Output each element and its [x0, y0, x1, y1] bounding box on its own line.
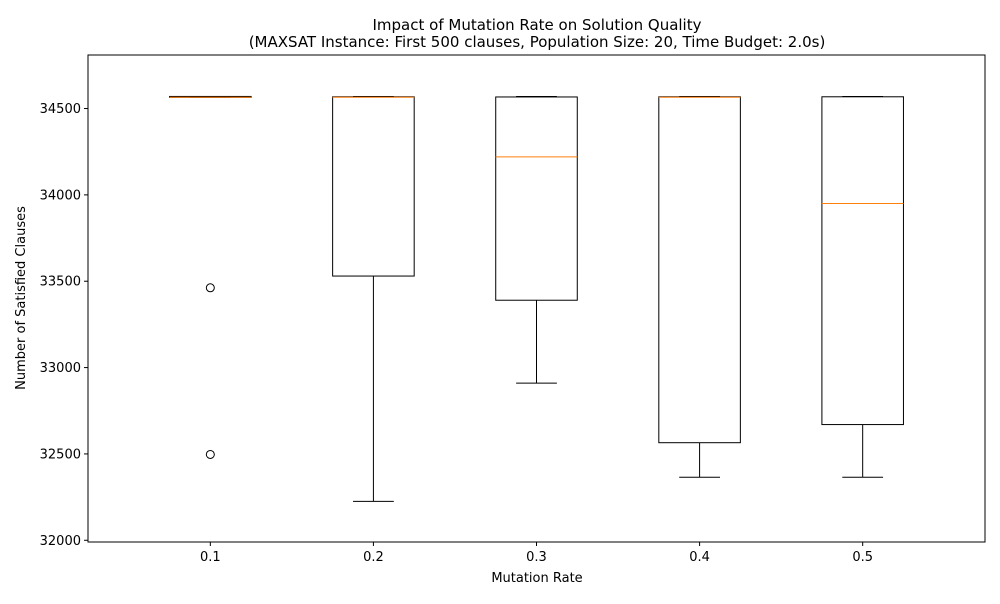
box-iqr	[821, 96, 904, 426]
x-tick-label: 0.2	[363, 550, 384, 565]
y-axis-label: Number of Satisfied Clauses	[14, 206, 29, 390]
y-tick-label: 34500	[40, 102, 81, 117]
chart-title: Impact of Mutation Rate on Solution Qual…	[373, 16, 702, 34]
outlier-point	[205, 449, 215, 459]
x-tick-label: 0.5	[852, 550, 873, 565]
y-tick-label: 33000	[40, 361, 81, 376]
x-tick-label: 0.4	[689, 550, 710, 565]
box-iqr	[495, 96, 578, 301]
y-tick-label: 32500	[40, 447, 81, 462]
chart-subtitle: (MAXSAT Instance: First 500 clauses, Pop…	[249, 33, 826, 51]
x-axis-label: Mutation Rate	[491, 571, 582, 586]
plot-frame	[87, 54, 986, 543]
box-iqr	[332, 96, 415, 277]
x-tick-label: 0.1	[200, 550, 221, 565]
box-iqr	[658, 96, 741, 444]
x-tick-label: 0.3	[526, 550, 547, 565]
y-tick-label: 34000	[40, 188, 81, 203]
y-tick-label: 33500	[40, 275, 81, 290]
plot-area: 32000 32500 33000 33500 34000 34500 0.1 0.2 0.3 0…	[40, 54, 986, 565]
y-tick-label: 32000	[40, 534, 81, 549]
outlier-point	[205, 283, 215, 293]
